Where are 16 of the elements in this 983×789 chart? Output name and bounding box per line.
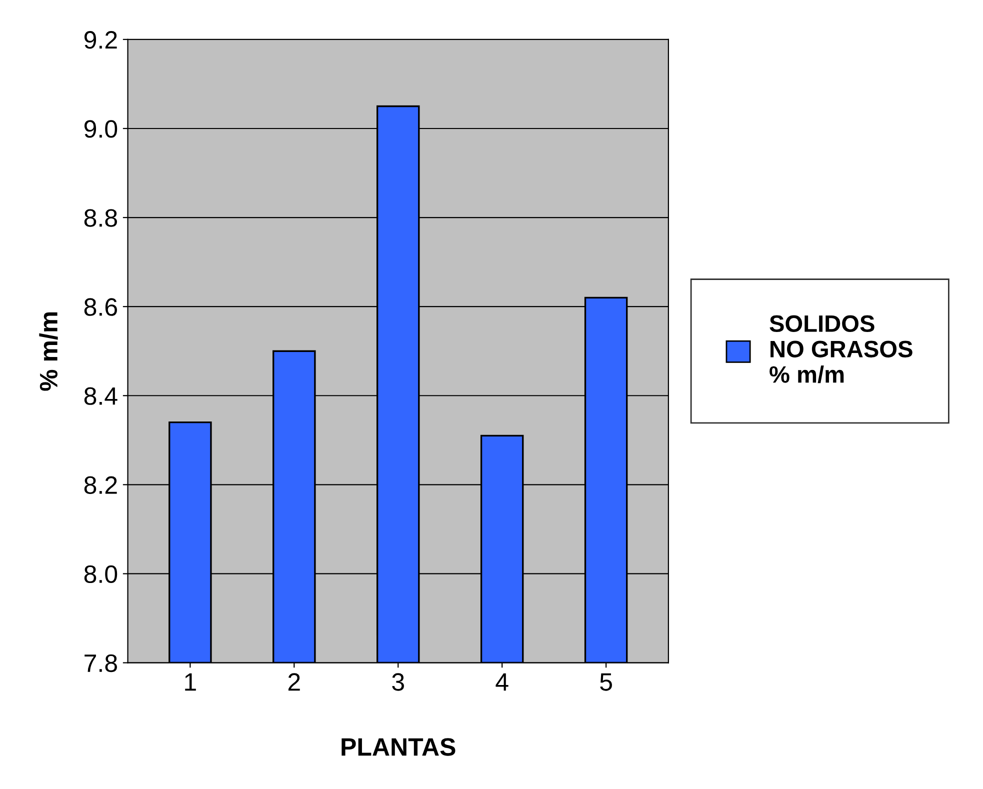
x-tick-label: 3 — [392, 673, 404, 691]
y-tick-label: 8.4 — [84, 387, 118, 405]
x-tick-label: 5 — [600, 673, 612, 691]
y-tick-label: 9.0 — [84, 120, 118, 138]
y-tick-label: 8.8 — [84, 209, 117, 227]
y-tick-label: 8.6 — [84, 298, 117, 316]
y-tick-label: 8.0 — [84, 565, 118, 584]
legend-label: SOLIDOS NO GRASOS % m/m — [770, 315, 912, 384]
x-tick-label: 1 — [185, 673, 196, 691]
x-tick-label: 2 — [288, 673, 300, 691]
y-tick-label: 9.2 — [84, 31, 117, 49]
y-axis-title: % m/m — [39, 312, 58, 391]
x-tick-label: 4 — [496, 673, 508, 691]
y-tick-label: 8.2 — [84, 476, 117, 494]
y-tick-label: 7.8 — [84, 654, 117, 672]
x-axis-title: PLANTAS — [342, 738, 456, 756]
